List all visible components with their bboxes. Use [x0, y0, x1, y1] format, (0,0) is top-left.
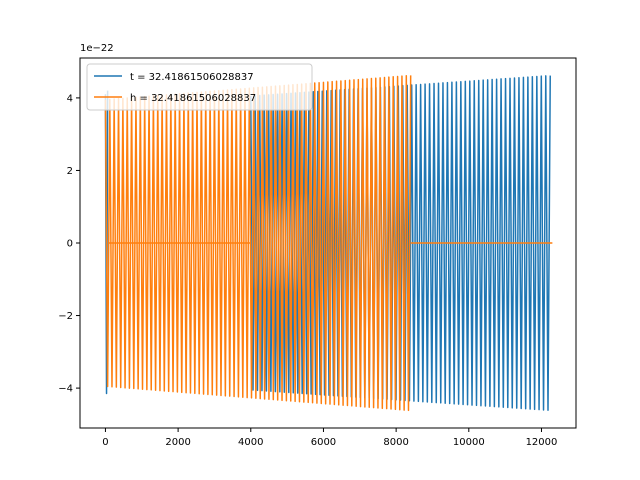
legend: t = 32.41861506028837 h = 32.41861506028…	[86, 63, 313, 111]
y-tick-label: 4	[67, 93, 73, 104]
legend-label-t: t = 32.41861506028837	[130, 72, 254, 83]
x-tick-label: 6000	[311, 437, 336, 448]
x-tick-label: 12000	[526, 437, 558, 448]
y-scale-label: 1e−22	[80, 43, 114, 54]
legend-box	[86, 63, 313, 111]
x-tick-label: 10000	[453, 437, 485, 448]
y-axis: −4 −2 0 2 4	[58, 93, 80, 395]
x-tick-label: 0	[102, 437, 108, 448]
plot-area	[104, 75, 553, 412]
y-tick-label: 0	[67, 239, 73, 250]
y-tick-label: −4	[58, 384, 73, 395]
legend-label-h: h = 32.41861506028837	[130, 93, 256, 104]
x-tick-label: 4000	[238, 437, 263, 448]
y-tick-label: 2	[67, 166, 73, 177]
x-axis: 0 2000 4000 6000 8000 10000 12000	[102, 428, 557, 448]
x-tick-label: 8000	[383, 437, 408, 448]
y-tick-label: −2	[58, 311, 73, 322]
x-tick-label: 2000	[165, 437, 190, 448]
